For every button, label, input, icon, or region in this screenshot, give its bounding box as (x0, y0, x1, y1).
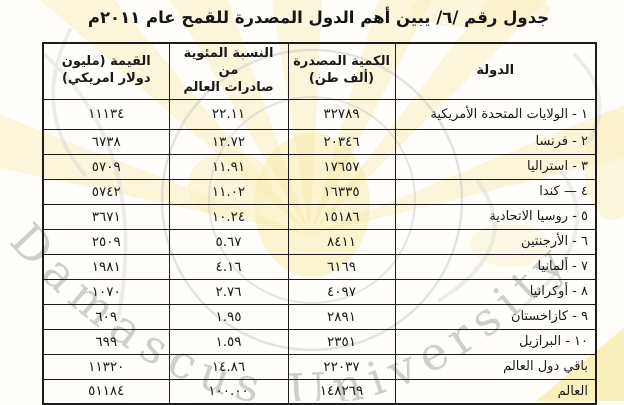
cell-country: ٨ - أوكرانيا (394, 278, 597, 305)
table-row: ٥ - روسيا الاتحادية ١٥١٨٦ ١٠.٢٤ ٣٦٧١ (42, 203, 597, 230)
cell-percent: ١٠.٢٤ (168, 203, 289, 230)
cell-country: ٤ — كندا (394, 178, 597, 205)
cell-percent: ٥.٦٧ (168, 228, 289, 255)
header-row: الدولة الكمية المصدرة (ألف طن) النسبة ال… (42, 42, 597, 100)
cell-percent: ٤.١٦ (168, 253, 289, 280)
table-row: ٢ - فرنسا ٢٠٣٤٦ ١٣.٧٢ ٦٧٣٨ (42, 128, 597, 155)
table-row: ٨ - أوكرانيا ٤٠٩٧ ٢.٧٦ ١٠٧٠ (42, 278, 597, 305)
cell-percent: ١٤.٨٦ (168, 353, 289, 380)
wheat-exporters-table: الدولة الكمية المصدرة (ألف طن) النسبة ال… (42, 42, 597, 405)
table-row: ٣ - استراليا ١٧٦٥٧ ١١.٩١ ٥٧٠٩ (42, 153, 597, 180)
table-row: ١٠ - البرازيل ٢٣٥١ ١.٥٩ ٦٩٩ (42, 328, 597, 355)
table-row: العالم ١٤٨٢٦٩ ١٠٠.٠٠ ٥١١٨٤ (42, 378, 597, 405)
cell-quantity: ١٤٨٢٦٩ (287, 378, 396, 405)
cell-value: ٢٥٠٩ (42, 228, 170, 255)
cell-value: ٦٩٩ (42, 328, 170, 355)
cell-quantity: ٦١٦٩ (287, 253, 396, 280)
cell-country: باقي دول العالم (394, 353, 597, 380)
cell-country: ٣ - استراليا (394, 153, 597, 180)
header-value: القيمة (مليون دولار امريكي) (42, 42, 170, 100)
table-row: ٦ - الأرجنتين ٨٤١١ ٥.٦٧ ٢٥٠٩ (42, 228, 597, 255)
cell-value: ١٩٨١ (42, 253, 170, 280)
table-title: جدول رقم /٦/ يبين أهم الدول المصدرة للقم… (87, 8, 550, 27)
cell-percent: ١٣.٧٢ (168, 128, 289, 155)
header-percent: النسبة المئوية من صادرات العالم (168, 42, 289, 100)
cell-percent: ١.٥٩ (168, 328, 289, 355)
cell-value: ١٠٧٠ (42, 278, 170, 305)
cell-country: ٥ - روسيا الاتحادية (394, 203, 597, 230)
cell-value: ٥٧٤٢ (42, 178, 170, 205)
header-country: الدولة (394, 42, 597, 100)
cell-value: ٥١١٨٤ (42, 378, 170, 405)
cell-value: ١١٣٢٠ (42, 353, 170, 380)
cell-country: ٦ - الأرجنتين (394, 228, 597, 255)
table-row: باقي دول العالم ٢٢٠٣٧ ١٤.٨٦ ١١٣٢٠ (42, 353, 597, 380)
table-row: ٩ - كازاخستان ٢٨٩١ ١.٩٥ ٦٠٩ (42, 303, 597, 330)
cell-quantity: ٢٢٠٣٧ (287, 353, 396, 380)
cell-country: ٧ - ألمانيا (394, 253, 597, 280)
cell-quantity: ٢٠٣٤٦ (287, 128, 396, 155)
cell-percent: ٢.٧٦ (168, 278, 289, 305)
cell-quantity: ٢٣٥١ (287, 328, 396, 355)
cell-percent: ٢٢.١١ (168, 98, 289, 130)
cell-country: ٩ - كازاخستان (394, 303, 597, 330)
cell-value: ٦٧٣٨ (42, 128, 170, 155)
cell-quantity: ١٧٦٥٧ (287, 153, 396, 180)
cell-percent: ١١.٠٢ (168, 178, 289, 205)
cell-value: ٥٧٠٩ (42, 153, 170, 180)
cell-quantity: ٢٨٩١ (287, 303, 396, 330)
table-row: ٧ - ألمانيا ٦١٦٩ ٤.١٦ ١٩٨١ (42, 253, 597, 280)
cell-value: ١١١٣٤ (42, 98, 170, 130)
cell-country: ١ - الولايات المتحدة الأمريكية (394, 98, 597, 130)
table-row: ١ - الولايات المتحدة الأمريكية ٣٢٧٨٩ ٢٢.… (42, 98, 597, 130)
cell-country: العالم (394, 378, 597, 405)
cell-quantity: ١٥١٨٦ (287, 203, 396, 230)
cell-quantity: ٣٢٧٨٩ (287, 98, 396, 130)
cell-quantity: ٨٤١١ (287, 228, 396, 255)
cell-percent: ١١.٩١ (168, 153, 289, 180)
cell-percent: ١.٩٥ (168, 303, 289, 330)
cell-country: ٢ - فرنسا (394, 128, 597, 155)
cell-value: ٣٦٧١ (42, 203, 170, 230)
cell-percent: ١٠٠.٠٠ (168, 378, 289, 405)
cell-quantity: ١٦٣٣٥ (287, 178, 396, 205)
cell-value: ٦٠٩ (42, 303, 170, 330)
header-quantity: الكمية المصدرة (ألف طن) (287, 42, 396, 100)
cell-country: ١٠ - البرازيل (394, 328, 597, 355)
cell-quantity: ٤٠٩٧ (287, 278, 396, 305)
table-row: ٤ — كندا ١٦٣٣٥ ١١.٠٢ ٥٧٤٢ (42, 178, 597, 205)
